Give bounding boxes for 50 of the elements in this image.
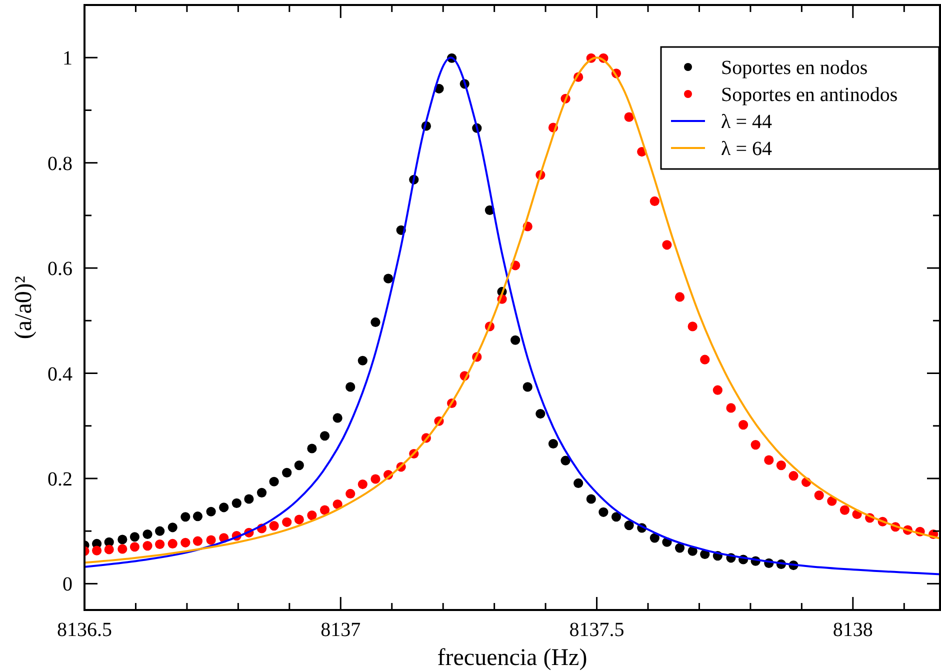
point: [206, 506, 216, 516]
point: [168, 522, 178, 532]
point: [586, 494, 596, 504]
point: [294, 460, 304, 470]
x-tick-label: 8137.5: [569, 619, 624, 641]
point: [142, 529, 152, 540]
point: [192, 512, 203, 522]
y-axis-title: (a/a0)²: [11, 276, 37, 340]
legend-label: λ = 44: [721, 111, 772, 133]
x-tick-label: 8138: [832, 619, 873, 641]
point: [370, 317, 380, 328]
point: [383, 274, 394, 284]
point: [624, 520, 634, 530]
point: [282, 468, 292, 478]
point: [611, 512, 622, 522]
point: [358, 356, 368, 366]
point: [510, 335, 520, 345]
point: [269, 476, 279, 486]
point: [155, 526, 165, 536]
point: [548, 438, 558, 449]
x-tick-label: 8137: [320, 619, 361, 641]
y-tick-label: 0: [62, 574, 72, 596]
legend-label: λ = 64: [721, 138, 772, 160]
y-tick-label: 1: [62, 48, 72, 70]
point: [650, 533, 660, 543]
point: [219, 502, 229, 512]
legend-label: Soportes en nodos: [721, 57, 868, 79]
legend-label: Soportes en antinodos: [721, 84, 898, 106]
point: [598, 507, 608, 517]
point: [522, 382, 532, 392]
y-tick-label: 0.2: [48, 468, 72, 490]
x-tick-label: 8136.5: [57, 619, 112, 641]
point: [346, 382, 356, 392]
point: [536, 408, 546, 419]
x-axis-title: frecuencia (Hz): [437, 645, 588, 671]
point: [320, 431, 330, 441]
point: [180, 512, 190, 522]
point: [574, 478, 584, 488]
y-tick-label: 0.6: [48, 258, 72, 280]
point: [256, 488, 267, 498]
y-tick-label: 0.8: [48, 152, 72, 175]
point: [332, 413, 342, 423]
point: [118, 534, 128, 544]
y-tick-label: 0.4: [48, 363, 72, 386]
point: [674, 543, 685, 553]
point: [244, 494, 254, 504]
point: [232, 498, 242, 508]
point: [307, 444, 317, 454]
point: [560, 456, 570, 466]
point: [130, 532, 140, 542]
